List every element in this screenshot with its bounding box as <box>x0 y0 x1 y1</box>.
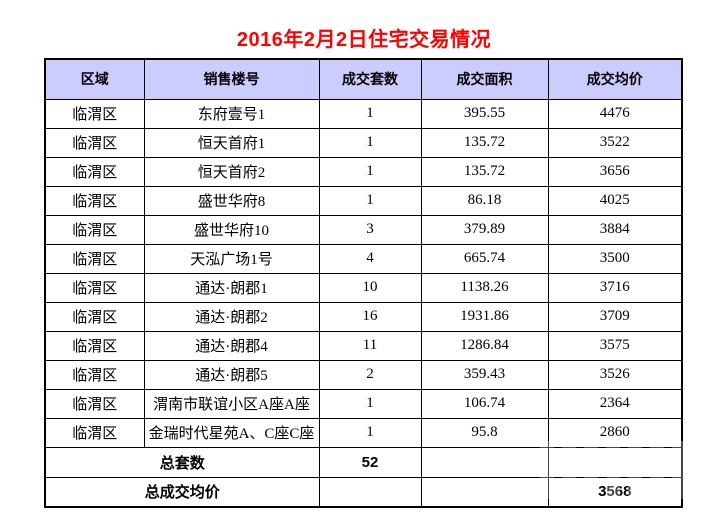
cell-building: 金瑞时代星苑A、C座C座 <box>143 417 320 448</box>
avg-price-row: 总成交均价 3568 <box>44 476 683 508</box>
column-header-building: 销售楼号 <box>143 58 320 100</box>
cell-building: 通达·朗郡4 <box>143 330 320 361</box>
cell-price: 3575 <box>547 330 683 361</box>
cell-price: 4476 <box>547 98 683 129</box>
table-row: 临渭区 通达·朗郡5 2 359.43 3526 <box>44 359 683 390</box>
cell-area: 1286.84 <box>420 330 549 361</box>
header-row: 区域 销售楼号 成交套数 成交面积 成交均价 <box>44 58 683 100</box>
cell-area: 106.74 <box>420 388 549 419</box>
cell-area: 1931.86 <box>420 301 549 332</box>
column-header-region: 区域 <box>44 58 145 100</box>
cell-area: 665.74 <box>420 243 549 274</box>
cell-area: 86.18 <box>420 185 549 216</box>
cell-area: 395.55 <box>420 98 549 129</box>
cell-building: 盛世华府8 <box>143 185 320 216</box>
cell-region: 临渭区 <box>44 301 145 332</box>
cell-region: 临渭区 <box>44 156 145 187</box>
table-row: 临渭区 渭南市联谊小区A座A座 1 106.74 2364 <box>44 388 683 419</box>
cell-units: 1 <box>318 127 422 158</box>
cell-price: 3709 <box>547 301 683 332</box>
cell-price: 3884 <box>547 214 683 245</box>
cell-price: 3716 <box>547 272 683 303</box>
cell-region: 临渭区 <box>44 359 145 390</box>
cell-units: 16 <box>318 301 422 332</box>
empty-cell <box>420 446 549 478</box>
table-body: 临渭区 东府壹号1 1 395.55 4476 临渭区 恒天首府1 1 135.… <box>44 98 683 448</box>
table-row: 临渭区 东府壹号1 1 395.55 4476 <box>44 98 683 129</box>
cell-area: 135.72 <box>420 127 549 158</box>
cell-building: 东府壹号1 <box>143 98 320 129</box>
cell-price: 2860 <box>547 417 683 448</box>
table-row: 临渭区 金瑞时代星苑A、C座C座 1 95.8 2860 <box>44 417 683 448</box>
cell-building: 恒天首府2 <box>143 156 320 187</box>
cell-building: 恒天首府1 <box>143 127 320 158</box>
cell-units: 11 <box>318 330 422 361</box>
cell-building: 天泓广场1号 <box>143 243 320 274</box>
cell-region: 临渭区 <box>44 185 145 216</box>
table-row: 临渭区 恒天首府2 1 135.72 3656 <box>44 156 683 187</box>
cell-building: 通达·朗郡2 <box>143 301 320 332</box>
cell-area: 359.43 <box>420 359 549 390</box>
table-row: 临渭区 盛世华府8 1 86.18 4025 <box>44 185 683 216</box>
total-units-value: 52 <box>318 446 422 478</box>
table-footer: 总套数 52 总成交均价 3568 <box>44 446 683 508</box>
table-row: 临渭区 恒天首府1 1 135.72 3522 <box>44 127 683 158</box>
empty-cell <box>547 446 683 478</box>
cell-price: 3656 <box>547 156 683 187</box>
cell-units: 1 <box>318 388 422 419</box>
column-header-units: 成交套数 <box>318 58 422 100</box>
cell-region: 临渭区 <box>44 272 145 303</box>
cell-price: 2364 <box>547 388 683 419</box>
cell-area: 1138.26 <box>420 272 549 303</box>
cell-units: 1 <box>318 185 422 216</box>
column-header-area: 成交面积 <box>420 58 549 100</box>
table-row: 临渭区 天泓广场1号 4 665.74 3500 <box>44 243 683 274</box>
cell-units: 1 <box>318 98 422 129</box>
cell-building: 盛世华府10 <box>143 214 320 245</box>
table-row: 临渭区 通达·朗郡1 10 1138.26 3716 <box>44 272 683 303</box>
table-row: 临渭区 通达·朗郡4 11 1286.84 3575 <box>44 330 683 361</box>
transactions-table: 区域 销售楼号 成交套数 成交面积 成交均价 临渭区 东府壹号1 1 395.5… <box>44 58 683 508</box>
avg-price-value: 3568 <box>547 476 683 508</box>
cell-building: 通达·朗郡5 <box>143 359 320 390</box>
table-row: 临渭区 盛世华府10 3 379.89 3884 <box>44 214 683 245</box>
cell-area: 95.8 <box>420 417 549 448</box>
column-header-price: 成交均价 <box>547 58 683 100</box>
cell-units: 10 <box>318 272 422 303</box>
cell-region: 临渭区 <box>44 388 145 419</box>
cell-price: 3522 <box>547 127 683 158</box>
cell-price: 3500 <box>547 243 683 274</box>
empty-cell <box>318 476 422 508</box>
empty-cell <box>420 476 549 508</box>
cell-units: 4 <box>318 243 422 274</box>
cell-units: 1 <box>318 417 422 448</box>
table-header: 区域 销售楼号 成交套数 成交面积 成交均价 <box>44 58 683 100</box>
cell-units: 2 <box>318 359 422 390</box>
cell-price: 4025 <box>547 185 683 216</box>
cell-region: 临渭区 <box>44 214 145 245</box>
cell-region: 临渭区 <box>44 243 145 274</box>
table-row: 临渭区 通达·朗郡2 16 1931.86 3709 <box>44 301 683 332</box>
cell-region: 临渭区 <box>44 127 145 158</box>
cell-units: 3 <box>318 214 422 245</box>
cell-region: 临渭区 <box>44 98 145 129</box>
cell-building: 通达·朗郡1 <box>143 272 320 303</box>
total-units-row: 总套数 52 <box>44 446 683 478</box>
cell-building: 渭南市联谊小区A座A座 <box>143 388 320 419</box>
page-title: 2016年2月2日住宅交易情况 <box>236 29 492 51</box>
cell-price: 3526 <box>547 359 683 390</box>
cell-region: 临渭区 <box>44 330 145 361</box>
total-units-label: 总套数 <box>44 446 320 478</box>
cell-units: 1 <box>318 156 422 187</box>
cell-region: 临渭区 <box>44 417 145 448</box>
cell-area: 379.89 <box>420 214 549 245</box>
avg-price-label: 总成交均价 <box>44 476 320 508</box>
cell-area: 135.72 <box>420 156 549 187</box>
